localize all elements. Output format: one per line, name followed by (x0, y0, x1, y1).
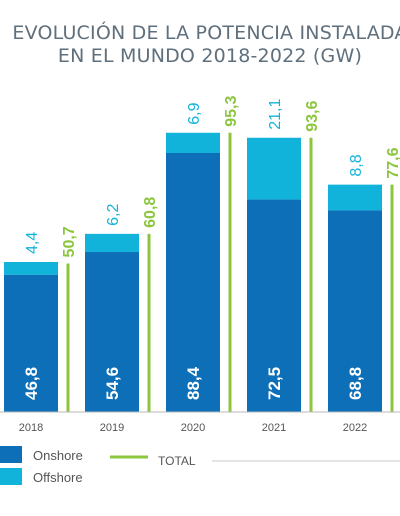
total-label-2021: 93,6 (304, 101, 321, 132)
legend-label-total: TOTAL (158, 454, 196, 468)
total-label-2022: 77,6 (385, 147, 400, 178)
total-label-2020: 95,3 (223, 96, 240, 127)
onshore-label-2019: 54,6 (103, 367, 122, 400)
legend-swatch-offshore (0, 468, 22, 485)
offshore-bar-2019 (85, 233, 139, 253)
offshore-label-2021: 21,1 (267, 99, 284, 130)
x-tick-label-2022: 2022 (343, 422, 367, 434)
onshore-bar-2018 (4, 274, 58, 412)
x-tick-label-2018: 2018 (19, 422, 43, 434)
offshore-label-2018: 4,4 (24, 232, 41, 254)
offshore-bar-2018 (4, 261, 58, 275)
onshore-bar-2021 (247, 199, 301, 412)
onshore-bar-2019 (85, 252, 139, 412)
onshore-bar-2022 (328, 210, 382, 412)
total-label-2018: 50,7 (61, 226, 78, 257)
offshore-bar-2021 (247, 137, 301, 200)
total-label-2019: 60,8 (142, 197, 159, 228)
x-tick-label-2021: 2021 (262, 422, 286, 434)
chart-title: EVOLUCIÓN DE LA POTENCIA INSTALADA EN EL… (0, 22, 400, 68)
chart-title-line-2: EN EL MUNDO 2018-2022 (GW) (57, 45, 363, 67)
legend-label-onshore: Onshore (33, 448, 83, 463)
chart-title-line-1: EVOLUCIÓN DE LA POTENCIA INSTALADA (12, 22, 400, 44)
onshore-label-2018: 46,8 (22, 367, 41, 400)
legend-swatch-onshore (0, 446, 22, 463)
x-tick-label-2020: 2020 (181, 422, 205, 434)
onshore-label-2020: 88,4 (184, 366, 203, 400)
offshore-bar-2022 (328, 184, 382, 211)
offshore-label-2022: 8,8 (348, 154, 365, 176)
onshore-bar-2020 (166, 152, 220, 412)
onshore-label-2022: 68,8 (346, 367, 365, 400)
legend-label-offshore: Offshore (33, 470, 83, 485)
offshore-label-2020: 6,9 (186, 102, 203, 124)
offshore-bar-2020 (166, 132, 220, 153)
onshore-label-2021: 72,5 (265, 367, 284, 400)
x-tick-label-2019: 2019 (100, 422, 124, 434)
offshore-label-2019: 6,2 (105, 204, 122, 226)
